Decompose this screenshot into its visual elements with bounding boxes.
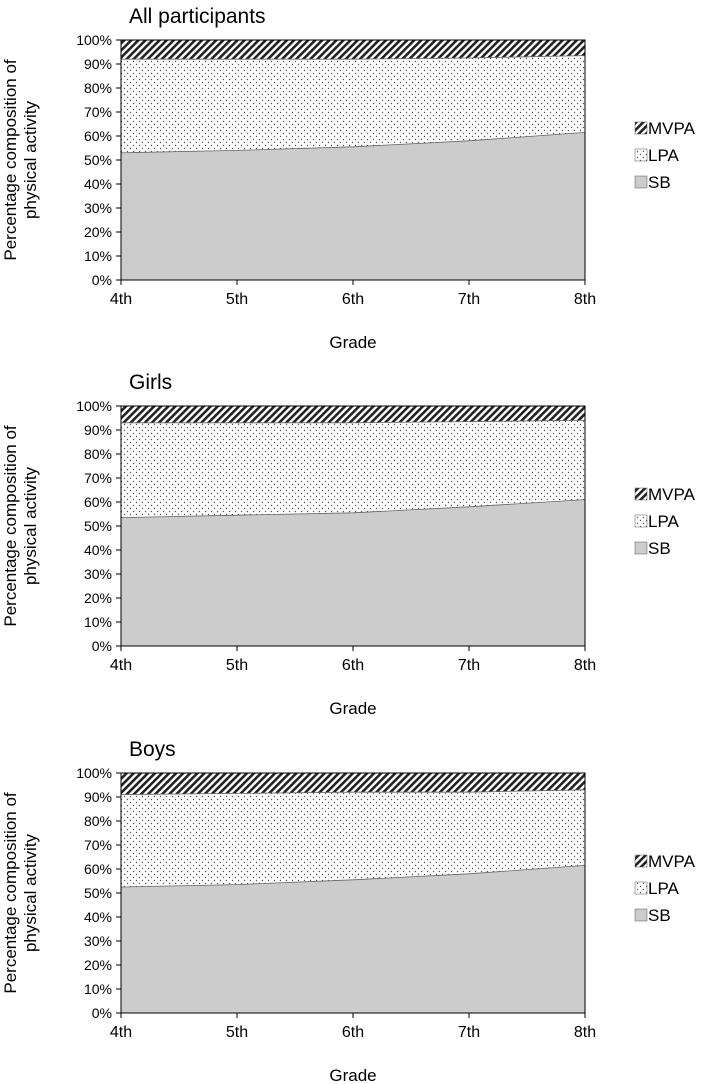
legend-swatch-sb: [635, 909, 647, 921]
area-lpa: [121, 420, 585, 517]
y-tick-label: 20%: [84, 590, 112, 606]
y-tick-label: 30%: [84, 933, 112, 949]
y-tick-label: 0%: [92, 1005, 112, 1021]
y-tick-label: 70%: [84, 837, 112, 853]
y-tick-label: 100%: [76, 765, 112, 781]
y-tick-label: 10%: [84, 614, 112, 630]
legend-label-lpa: LPA: [648, 146, 680, 165]
figure: 0% 10% 20% 30% 40% 50% 60% 70% 80% 90% 100% 4th 5th 6…: [0, 0, 709, 1084]
chart-title: Girls: [129, 371, 172, 394]
x-axis-label: Grade: [329, 699, 376, 718]
y-tick-label: 20%: [84, 224, 112, 240]
area-mvpa: [121, 40, 585, 59]
legend-swatch-lpa: [635, 149, 647, 161]
area-sb: [121, 865, 585, 1013]
y-tick-label: 50%: [84, 518, 112, 534]
x-axis-label: Grade: [329, 333, 376, 352]
y-tick-label: 0%: [92, 272, 112, 288]
y-tick-label: 40%: [84, 176, 112, 192]
y-axis-label: Percentage composition ofphysical activi…: [1, 59, 40, 261]
y-tick-label: 100%: [76, 398, 112, 414]
y-tick-label: 60%: [84, 494, 112, 510]
y-tick-label: 80%: [84, 80, 112, 96]
y-tick-label: 90%: [84, 789, 112, 805]
legend-label-lpa: LPA: [648, 512, 680, 531]
x-tick-label: 4th: [110, 291, 132, 308]
y-tick-label: 60%: [84, 128, 112, 144]
chart-title: Boys: [129, 738, 176, 761]
y-tick-label: 10%: [84, 248, 112, 264]
y-tick-label: 80%: [84, 813, 112, 829]
x-tick-label: 6th: [342, 1024, 364, 1041]
y-tick-label: 80%: [84, 446, 112, 462]
chart-3: 0% 10% 20% 30% 40% 50% 60% 70% 80% 90% 100% 4th 5th 6…: [1, 738, 696, 1084]
y-tick-label: 90%: [84, 56, 112, 72]
legend-swatch-lpa: [635, 515, 647, 527]
x-tick-label: 8th: [574, 291, 596, 308]
area-sb: [121, 500, 585, 646]
y-tick-label: 20%: [84, 957, 112, 973]
x-tick-label: 4th: [110, 1024, 132, 1041]
y-tick-label: 100%: [76, 32, 112, 48]
x-tick-label: 7th: [458, 657, 480, 674]
x-tick-label: 5th: [226, 657, 248, 674]
x-tick-label: 6th: [342, 291, 364, 308]
legend-label-mvpa: MVPA: [648, 852, 696, 871]
y-tick-label: 90%: [84, 422, 112, 438]
y-tick-label: 60%: [84, 861, 112, 877]
area-mvpa: [121, 406, 585, 423]
x-tick-label: 6th: [342, 657, 364, 674]
x-tick-label: 8th: [574, 1024, 596, 1041]
y-tick-label: 10%: [84, 981, 112, 997]
y-tick-label: 70%: [84, 104, 112, 120]
x-tick-label: 8th: [574, 657, 596, 674]
x-tick-label: 5th: [226, 1024, 248, 1041]
legend-label-sb: SB: [648, 539, 671, 558]
y-tick-label: 30%: [84, 200, 112, 216]
legend-label-mvpa: MVPA: [648, 119, 696, 138]
x-tick-label: 4th: [110, 657, 132, 674]
y-tick-label: 50%: [84, 885, 112, 901]
legend-swatch-lpa: [635, 882, 647, 894]
y-axis-label: Percentage composition ofphysical activi…: [1, 792, 40, 994]
legend-label-sb: SB: [648, 173, 671, 192]
y-tick-label: 70%: [84, 470, 112, 486]
legend-label-sb: SB: [648, 906, 671, 925]
legend-swatch-mvpa: [635, 122, 647, 134]
y-axis-label: Percentage composition ofphysical activi…: [1, 425, 40, 627]
chart-1: 0% 10% 20% 30% 40% 50% 60% 70% 80% 90% 100% 4th 5th 6…: [1, 5, 696, 352]
area-sb: [121, 132, 585, 280]
y-tick-label: 50%: [84, 152, 112, 168]
legend-label-mvpa: MVPA: [648, 485, 696, 504]
chart-title: All participants: [129, 5, 266, 28]
y-tick-label: 40%: [84, 909, 112, 925]
legend-label-lpa: LPA: [648, 879, 680, 898]
y-tick-label: 30%: [84, 566, 112, 582]
x-tick-label: 5th: [226, 291, 248, 308]
y-tick-label: 40%: [84, 542, 112, 558]
x-tick-label: 7th: [458, 1024, 480, 1041]
legend-swatch-mvpa: [635, 855, 647, 867]
legend-swatch-sb: [635, 176, 647, 188]
legend-swatch-mvpa: [635, 488, 647, 500]
x-axis-label: Grade: [329, 1066, 376, 1084]
legend-swatch-sb: [635, 542, 647, 554]
x-tick-label: 7th: [458, 291, 480, 308]
y-tick-label: 0%: [92, 638, 112, 654]
chart-2: 0% 10% 20% 30% 40% 50% 60% 70% 80% 90% 100% 4th 5th 6…: [1, 371, 696, 718]
